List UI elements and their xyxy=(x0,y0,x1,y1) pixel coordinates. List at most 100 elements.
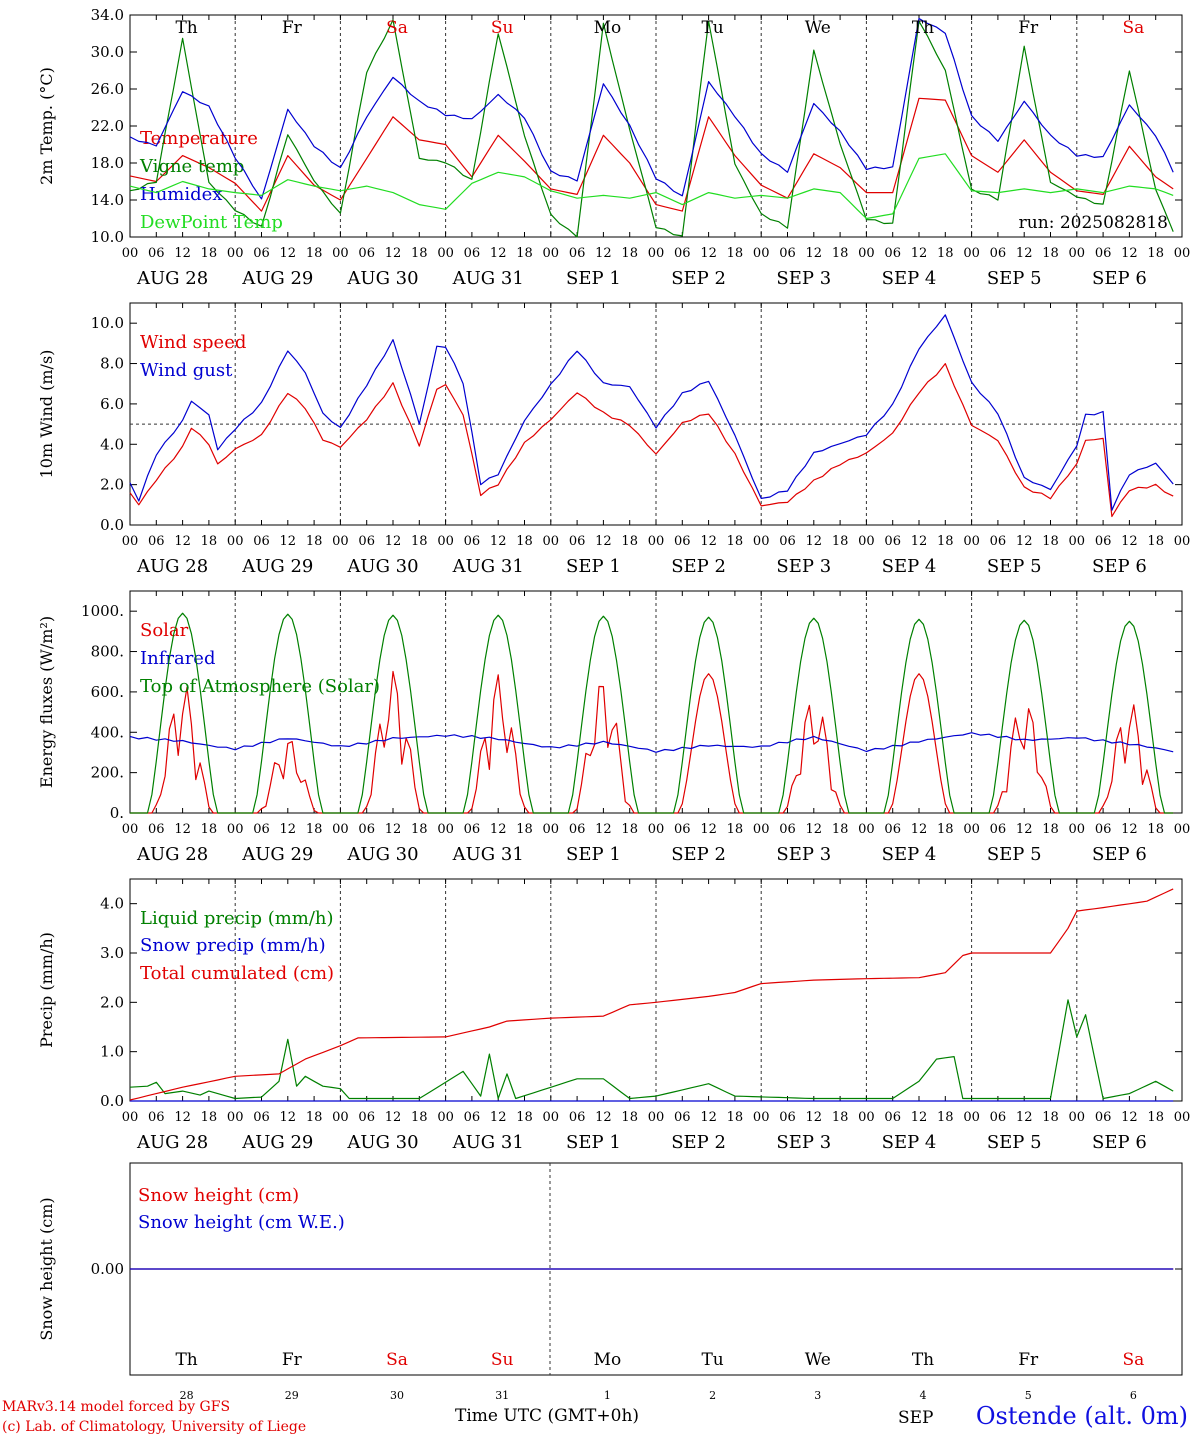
date-label: SEP 3 xyxy=(776,1132,831,1153)
hour-tick-label: 18 xyxy=(621,822,638,837)
legend-entry: Snow height (cm W.E.) xyxy=(138,1212,345,1233)
hour-tick-label: 18 xyxy=(727,246,744,261)
hour-tick-label: 06 xyxy=(253,246,270,261)
date-label: SEP 5 xyxy=(987,844,1042,865)
hour-tick-label: 18 xyxy=(516,534,533,549)
hour-tick-label: 06 xyxy=(464,1110,481,1125)
date-label: AUG 30 xyxy=(346,1132,418,1153)
hour-tick-label: 18 xyxy=(411,822,428,837)
hour-tick-label: 06 xyxy=(358,534,375,549)
day-number-label: 3 xyxy=(814,1389,821,1402)
date-label: AUG 30 xyxy=(346,268,418,289)
hour-tick-label: 06 xyxy=(569,534,586,549)
hour-tick-label: 12 xyxy=(1016,534,1033,549)
hour-tick-label: 12 xyxy=(280,1110,297,1125)
y-tick-label: 0.0 xyxy=(100,516,124,534)
hour-tick-label: 00 xyxy=(963,246,980,261)
hour-tick-label: 06 xyxy=(884,534,901,549)
hour-tick-label: 12 xyxy=(911,822,928,837)
hour-tick-label: 12 xyxy=(595,534,612,549)
hour-tick-label: 00 xyxy=(227,246,244,261)
hour-tick-label: 00 xyxy=(543,534,560,549)
hour-tick-label: 06 xyxy=(779,1110,796,1125)
date-label: AUG 28 xyxy=(136,556,208,577)
hour-tick-label: 12 xyxy=(1121,534,1138,549)
date-label: SEP 5 xyxy=(987,1132,1042,1153)
hour-tick-label: 06 xyxy=(148,534,165,549)
hour-tick-label: 12 xyxy=(490,534,507,549)
hour-tick-label: 12 xyxy=(1016,246,1033,261)
day-number-label: 1 xyxy=(604,1389,611,1402)
hour-tick-label: 18 xyxy=(1042,534,1059,549)
y-tick-label: 2.0 xyxy=(100,993,124,1011)
hour-tick-label: 00 xyxy=(437,1110,454,1125)
weekday-label: Mo xyxy=(594,18,622,38)
hour-tick-label: 06 xyxy=(1095,534,1112,549)
hour-tick-label: 06 xyxy=(569,1110,586,1125)
hour-tick-label: 00 xyxy=(963,534,980,549)
hour-tick-label: 00 xyxy=(543,822,560,837)
hour-tick-label: 18 xyxy=(516,822,533,837)
hour-tick-label: 18 xyxy=(1042,822,1059,837)
hour-tick-label: 18 xyxy=(832,246,849,261)
y-tick-label: 10.0 xyxy=(91,314,124,332)
date-label: AUG 28 xyxy=(136,1132,208,1153)
hour-tick-label: 00 xyxy=(1069,246,1086,261)
legend-entry: Wind gust xyxy=(140,360,233,381)
legend-entry: Infrared xyxy=(140,648,215,669)
hour-tick-label: 00 xyxy=(227,534,244,549)
hour-tick-label: 00 xyxy=(122,246,139,261)
y-tick-label: 0. xyxy=(110,804,124,822)
hour-tick-label: 18 xyxy=(1042,1110,1059,1125)
hour-tick-label: 18 xyxy=(621,1110,638,1125)
hour-tick-label: 18 xyxy=(306,822,323,837)
legend-entry: Snow height (cm) xyxy=(138,1185,299,1206)
hour-tick-label: 06 xyxy=(990,1110,1007,1125)
weekday-label: We xyxy=(805,18,831,38)
y-tick-label: 0.00 xyxy=(91,1260,124,1278)
y-tick-label: 1000. xyxy=(81,602,124,620)
date-label: SEP 6 xyxy=(1092,844,1147,865)
legend-entry: Solar xyxy=(140,620,189,641)
hour-tick-label: 00 xyxy=(1174,534,1191,549)
date-label: SEP 3 xyxy=(776,556,831,577)
hour-tick-label: 00 xyxy=(122,1110,139,1125)
day-number-label: 2 xyxy=(709,1389,716,1402)
date-label: AUG 29 xyxy=(241,844,313,865)
hour-tick-label: 18 xyxy=(727,822,744,837)
hour-tick-label: 12 xyxy=(595,246,612,261)
date-label: AUG 30 xyxy=(346,844,418,865)
date-label: SEP 1 xyxy=(566,556,621,577)
hour-tick-label: 00 xyxy=(858,1110,875,1125)
hour-tick-label: 00 xyxy=(1174,246,1191,261)
hour-tick-label: 18 xyxy=(201,1110,218,1125)
model-info-text: MARv3.14 model forced by GFS xyxy=(2,1399,231,1415)
hour-tick-label: 12 xyxy=(490,1110,507,1125)
y-tick-label: 10.0 xyxy=(91,228,124,246)
hour-tick-label: 18 xyxy=(727,1110,744,1125)
hour-tick-label: 12 xyxy=(806,1110,823,1125)
hour-tick-label: 18 xyxy=(411,1110,428,1125)
hour-tick-label: 12 xyxy=(1121,246,1138,261)
hour-tick-label: 00 xyxy=(858,822,875,837)
date-label: AUG 31 xyxy=(452,268,524,289)
legend-entry: DewPoint Temp xyxy=(140,212,283,233)
hour-tick-label: 06 xyxy=(884,822,901,837)
y-axis-label: 10m Wind (m/s) xyxy=(37,350,56,479)
y-axis-label: Energy fluxes (W/m²) xyxy=(37,616,56,788)
day-number-label: 28 xyxy=(180,1389,194,1402)
hour-tick-label: 06 xyxy=(674,534,691,549)
hour-tick-label: 12 xyxy=(490,822,507,837)
y-tick-label: 14.0 xyxy=(91,191,124,209)
y-tick-label: 30.0 xyxy=(91,43,124,61)
date-label: SEP 6 xyxy=(1092,268,1147,289)
hour-tick-label: 00 xyxy=(332,1110,349,1125)
hour-tick-label: 00 xyxy=(122,822,139,837)
date-label: SEP 4 xyxy=(882,844,937,865)
hour-tick-label: 00 xyxy=(753,534,770,549)
hour-tick-label: 00 xyxy=(753,1110,770,1125)
y-tick-label: 22.0 xyxy=(91,117,124,135)
hour-tick-label: 00 xyxy=(753,246,770,261)
weekday-label: Tu xyxy=(701,18,723,38)
date-label: AUG 29 xyxy=(241,1132,313,1153)
